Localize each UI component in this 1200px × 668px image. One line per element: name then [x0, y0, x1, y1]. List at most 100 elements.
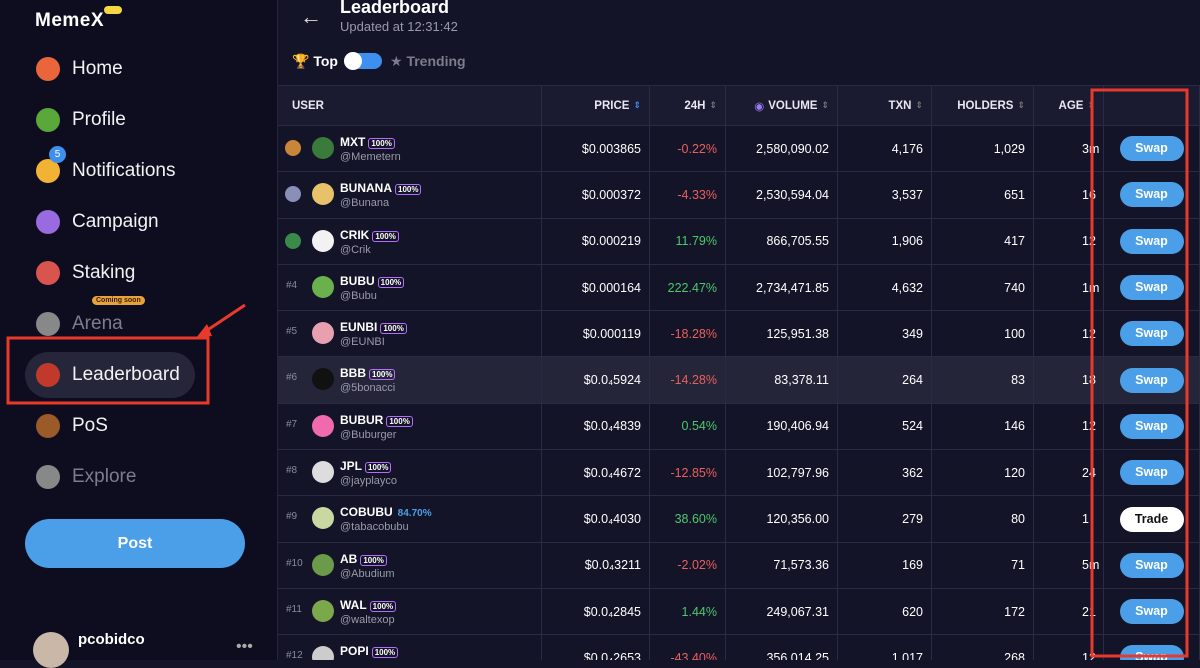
holders: 120: [932, 450, 1034, 496]
tab-top[interactable]: 🏆 Top: [292, 53, 338, 69]
symbol-line: BUBUR 100%: [340, 413, 413, 427]
handle: @5bonacci: [340, 382, 396, 395]
holders: 71: [932, 542, 1034, 588]
holders: 80: [932, 496, 1034, 542]
user-avatar[interactable]: [33, 632, 69, 668]
avatar: [312, 183, 334, 206]
table-row[interactable]: #7 BUBUR 100% @Buburger $0.0₄4839 0.54% 190,40…: [278, 403, 1200, 451]
nav-label: PoS: [72, 415, 108, 436]
column-label: 24H: [684, 99, 706, 112]
action-button[interactable]: Swap: [1119, 460, 1184, 486]
toggle[interactable]: [344, 52, 382, 70]
nav-item[interactable]: Explore: [0, 454, 277, 500]
user-name[interactable]: pcobidco: [78, 631, 145, 648]
handle: @Bubu: [340, 289, 377, 302]
nav-item[interactable]: Home: [0, 46, 277, 92]
rank: #8: [286, 465, 298, 477]
action-button[interactable]: Swap: [1119, 275, 1184, 301]
nav-icon: [36, 312, 60, 336]
table-row[interactable]: #10 AB 100% @Abudium $0.0₄3211 -2.02% 71,573.3…: [278, 542, 1200, 589]
medal-icon: [285, 186, 301, 203]
action-button[interactable]: Swap: [1119, 182, 1184, 208]
sort-icon: ⇕: [709, 100, 717, 110]
column-header[interactable]: PRICE ⇕: [542, 86, 650, 125]
user-cell: #7 BUBUR 100% @Buburger: [278, 403, 542, 450]
table-row[interactable]: #8 JPL 100% @jayplayco $0.0₄4672 -12.85% 102,7…: [278, 450, 1200, 497]
table-row[interactable]: #6 BBB 100% @5bonacci $0.0₄5924 -14.28% 83,378…: [278, 357, 1200, 404]
action-button[interactable]: Swap: [1119, 645, 1184, 660]
price: $0.0₄4839: [542, 403, 650, 450]
post-button[interactable]: Post: [25, 519, 245, 568]
action-button[interactable]: Trade: [1119, 506, 1184, 532]
rank: #6: [286, 372, 298, 384]
table-row[interactable]: #11 WAL 100% @waltexop $0.0₄2845 1.44% 249,067…: [278, 588, 1200, 636]
table-row[interactable]: #12POPI100%@POPI$0.0₄2653-43.40%356,014.…: [278, 635, 1200, 660]
symbol: BUBU: [340, 273, 375, 288]
symbol: BUNANA: [340, 181, 392, 196]
action-button[interactable]: Swap: [1119, 228, 1184, 254]
nav-item[interactable]: Campaign: [0, 199, 277, 245]
column-header[interactable]: TXN ⇕: [838, 86, 932, 125]
nav-item[interactable]: Staking: [0, 250, 277, 296]
nav-item[interactable]: Arena Coming soon: [0, 296, 277, 347]
action-button[interactable]: Swap: [1119, 413, 1184, 439]
column-header[interactable]: 24H ⇕: [650, 86, 726, 125]
age: 12: [1034, 403, 1104, 450]
action-button[interactable]: Swap: [1119, 599, 1184, 625]
nav-item[interactable]: Leaderboard: [0, 352, 277, 398]
volume: 190,406.94: [726, 403, 838, 450]
tab-trending[interactable]: ★ Trending: [390, 53, 466, 69]
action-cell: Swap: [1104, 542, 1200, 588]
column-label: USER: [292, 99, 324, 112]
age: 12: [1034, 218, 1104, 264]
column-header[interactable]: AGE ⇕: [1034, 86, 1104, 125]
symbol-line: CRIK 100%: [340, 228, 399, 242]
progress-badge: 100%: [386, 415, 413, 427]
table-row[interactable]: BUNANA 100% @Bunana $0.000372 -4.33% 2,530,59…: [278, 172, 1200, 219]
table-row[interactable]: #9 COBUBU 84.70% @tabacobubu $0.0₄4030 38.60%…: [278, 496, 1200, 543]
age: 1m: [1034, 264, 1104, 311]
action-button[interactable]: Swap: [1119, 552, 1184, 578]
table-row[interactable]: #5 EUNBI 100% @EUNBI $0.000119 -18.28% 125,951…: [278, 311, 1200, 358]
rank: #7: [286, 418, 298, 430]
nav-label: Campaign: [72, 211, 159, 232]
change-24h: 1.44%: [650, 588, 726, 635]
action-button[interactable]: Swap: [1119, 321, 1184, 347]
change-24h: 222.47%: [650, 264, 726, 311]
coming-soon-tag: Coming soon: [92, 296, 145, 305]
symbol-line: BUBU 100%: [340, 273, 405, 288]
avatar: [312, 553, 334, 576]
price: $0.0₄2845: [542, 588, 650, 635]
rank: #12: [286, 650, 303, 660]
change-24h: 38.60%: [650, 496, 726, 542]
symbol-line: COBUBU 84.70%: [340, 505, 434, 519]
change-24h: -4.33%: [650, 172, 726, 218]
action-button[interactable]: Swap: [1119, 367, 1184, 393]
nav-item[interactable]: Notifications 5: [0, 146, 277, 194]
price: $0.0₄2653: [542, 635, 650, 660]
holders: 651: [932, 172, 1034, 218]
more-button[interactable]: •••: [236, 638, 253, 655]
column-header[interactable]: HOLDERS ⇕: [932, 86, 1034, 125]
nav-item[interactable]: PoS: [0, 403, 277, 449]
nav-icon: [36, 159, 60, 183]
price: $0.000372: [542, 172, 650, 218]
symbol-line: BBB 100%: [340, 366, 396, 381]
volume: 71,573.36: [726, 542, 838, 588]
handle: @tabacobubu: [340, 521, 409, 534]
price: $0.0₄5924: [542, 357, 650, 403]
progress-badge: 100%: [372, 230, 399, 242]
sort-icon: ⇕: [915, 100, 923, 110]
txn: 3,537: [838, 172, 932, 218]
back-button[interactable]: ←: [300, 4, 322, 29]
table-row[interactable]: #4 BUBU 100% @Bubu $0.000164 222.47% 2,734,471…: [278, 264, 1200, 312]
nav-label: Home: [72, 58, 123, 79]
table-row[interactable]: CRIK 100% @Crik $0.000219 11.79% 866,705.55 1,…: [278, 218, 1200, 265]
nav-item[interactable]: Profile: [0, 97, 277, 143]
column-label: PRICE: [594, 99, 630, 112]
action-button[interactable]: Swap: [1119, 136, 1184, 162]
holders: 100: [932, 311, 1034, 357]
volume: 120,356.00: [726, 496, 838, 542]
column-header[interactable]: ◉ VOLUME ⇕: [726, 86, 838, 125]
table-row[interactable]: MXT 100% @Memetern $0.003865 -0.22% 2,580,090…: [278, 126, 1200, 173]
